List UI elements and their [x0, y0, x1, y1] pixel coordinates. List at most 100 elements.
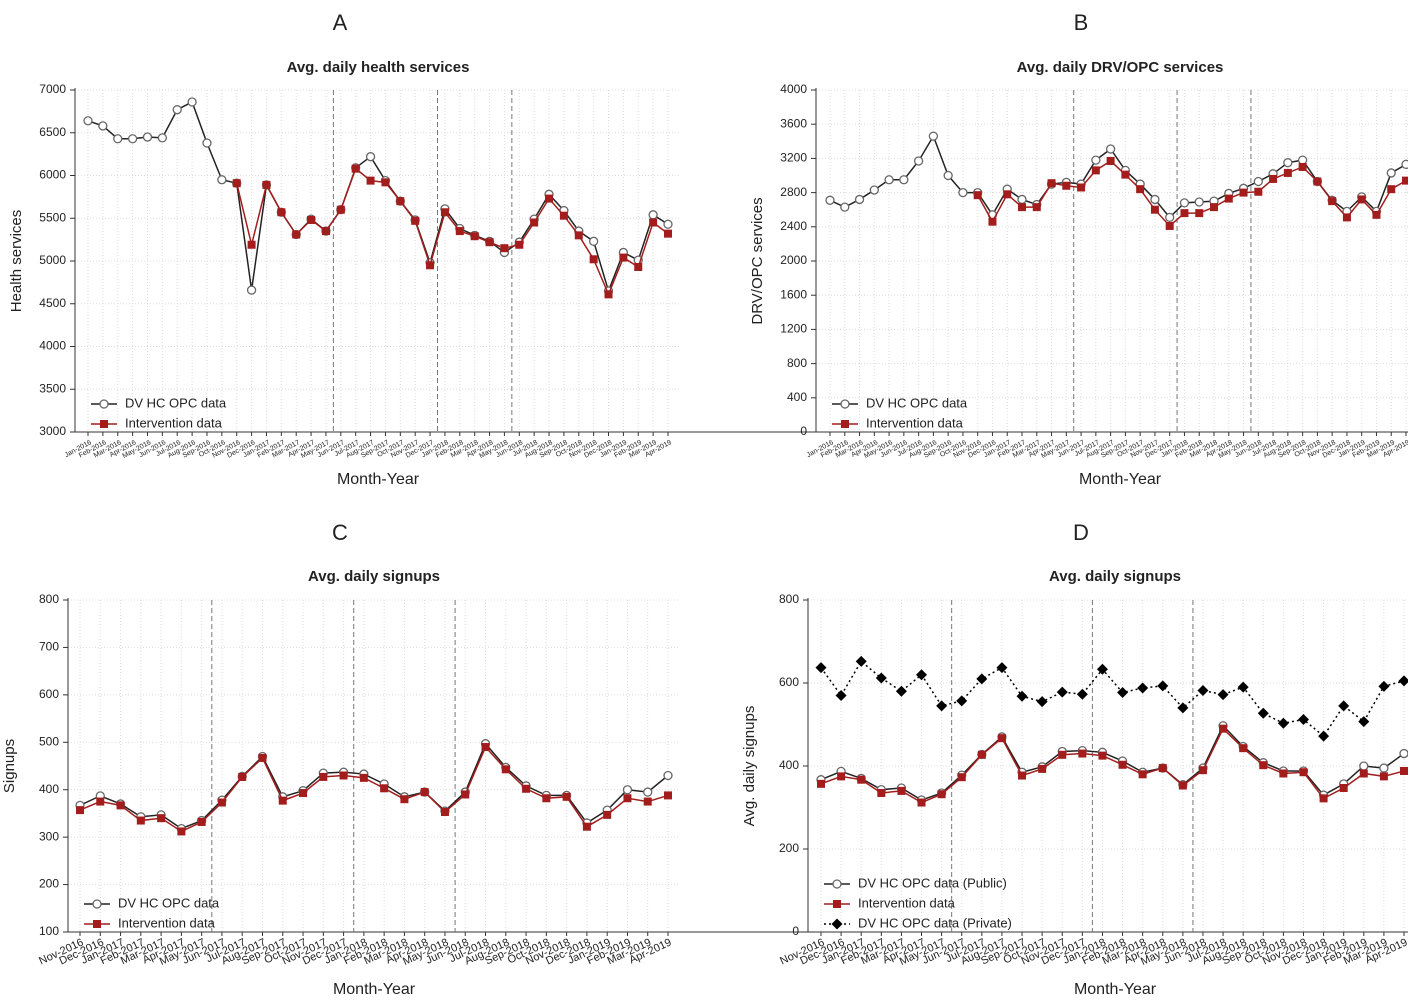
point — [1136, 185, 1145, 194]
point — [604, 290, 613, 299]
y-axis-label: Signups — [1, 739, 18, 793]
point — [1158, 764, 1167, 773]
point — [913, 156, 924, 166]
point — [1138, 770, 1147, 779]
y-tick-label: 2000 — [780, 253, 807, 267]
point — [1372, 210, 1381, 219]
point — [83, 116, 93, 126]
point — [1259, 761, 1268, 770]
point — [1401, 159, 1408, 170]
point — [76, 806, 84, 815]
point — [976, 673, 988, 685]
point — [897, 786, 906, 795]
point — [1328, 197, 1337, 206]
legend-marker — [93, 920, 101, 928]
point — [835, 689, 847, 701]
point — [1091, 155, 1101, 165]
point — [648, 210, 658, 220]
point — [515, 240, 524, 249]
chart-title: Avg. daily signups — [1049, 568, 1181, 585]
point — [380, 784, 389, 793]
point — [1378, 680, 1390, 692]
series-line — [977, 160, 1407, 227]
point — [988, 217, 997, 226]
point — [957, 773, 966, 782]
legend-label: DV HC OPC data — [118, 895, 220, 910]
point — [501, 765, 510, 774]
point — [411, 216, 420, 225]
y-tick-label: 400 — [39, 782, 59, 796]
y-tick-label: 3000 — [39, 424, 66, 438]
point — [262, 180, 271, 189]
y-tick-label: 800 — [779, 592, 799, 606]
point — [116, 801, 125, 810]
point — [916, 669, 928, 681]
point — [278, 796, 287, 805]
chart-title: Avg. daily DRV/OPC services — [1017, 59, 1224, 76]
point — [1036, 696, 1048, 708]
point — [351, 164, 360, 173]
point — [172, 105, 182, 115]
y-tick-label: 400 — [787, 390, 807, 404]
point — [217, 175, 227, 185]
point — [1254, 187, 1263, 196]
series-line — [87, 100, 669, 294]
point — [1096, 663, 1108, 675]
point — [958, 187, 968, 198]
point — [336, 205, 345, 214]
point — [1342, 213, 1351, 222]
panel-label: D — [1073, 520, 1089, 545]
point — [1047, 179, 1056, 188]
point — [1217, 689, 1229, 701]
point — [1177, 702, 1189, 714]
point — [1118, 760, 1127, 769]
point — [1194, 197, 1204, 207]
point — [1400, 766, 1408, 775]
point — [875, 672, 887, 684]
point — [1399, 748, 1408, 759]
chart-title: Avg. daily health services — [287, 59, 470, 76]
point — [649, 218, 658, 227]
y-tick-label: 5500 — [39, 210, 66, 224]
y-tick-label: 200 — [39, 877, 59, 891]
y-tick-label: 0 — [800, 424, 807, 438]
point — [877, 788, 886, 797]
point — [1077, 183, 1086, 192]
point — [1058, 750, 1067, 759]
point — [1298, 162, 1307, 171]
point — [815, 662, 827, 674]
point — [96, 797, 105, 806]
point — [1078, 749, 1087, 758]
point — [400, 795, 409, 804]
series-line — [829, 134, 1407, 219]
point — [359, 773, 368, 782]
point — [1237, 681, 1249, 693]
point — [396, 197, 405, 206]
y-tick-label: 5000 — [39, 253, 66, 267]
point — [1283, 158, 1293, 168]
point — [461, 790, 470, 799]
point — [855, 655, 867, 667]
y-axis-label: Health services — [8, 210, 25, 313]
point — [157, 133, 168, 143]
point — [619, 253, 628, 262]
point — [956, 695, 968, 707]
point — [1062, 181, 1071, 190]
point — [1117, 687, 1129, 699]
legend-marker — [840, 399, 850, 409]
point — [1121, 170, 1130, 179]
y-tick-label: 2800 — [780, 185, 807, 199]
point — [1277, 717, 1289, 729]
point — [1379, 772, 1388, 781]
y-tick-label: 3600 — [780, 116, 807, 130]
point — [440, 808, 449, 817]
y-tick-label: 1600 — [780, 287, 807, 301]
point — [825, 195, 835, 205]
point — [1105, 144, 1116, 154]
point — [197, 817, 206, 826]
point — [1253, 176, 1263, 187]
y-tick-label: 4500 — [39, 296, 66, 310]
legend-marker — [841, 420, 849, 428]
point — [246, 285, 257, 295]
legend-marker — [100, 420, 108, 428]
